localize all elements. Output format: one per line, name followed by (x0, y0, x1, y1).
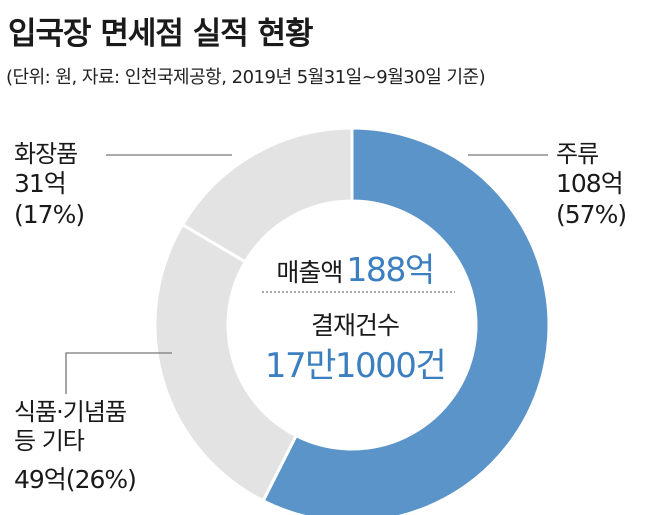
sales-label: 매출액 (276, 258, 343, 287)
slice-food (153, 222, 299, 503)
label-food-name-1: 식품·기념품 (14, 398, 127, 426)
chart-title: 입국장 면세점 실적 현황 (8, 16, 314, 52)
label-food-name-2: 등 기타 (14, 427, 85, 456)
slice-liquor (261, 126, 551, 515)
label-food: 식품·기념품 등 기타 49억(26%) (14, 398, 137, 495)
sales-value: 188억 (346, 250, 435, 289)
label-liquor-pct: (57%) (556, 199, 627, 229)
label-liquor-value: 108억 (556, 169, 624, 199)
label-liquor-name: 주류 (556, 140, 599, 168)
label-food-value: 49억(26%) (14, 464, 137, 494)
label-liquor: 주류 108억 (57%) (556, 140, 627, 230)
transactions-label: 결재건수 (310, 311, 400, 340)
leader-line-food (65, 352, 172, 394)
transactions-value: 17만1000건 (264, 346, 447, 386)
label-cosmetics-value: 31억 (14, 169, 67, 199)
chart-subtitle: (단위: 원, 자료: 인천국제공항, 2019년 5월31일~9월30일 기준… (6, 67, 486, 88)
center-sales: 매출액 188억 (245, 243, 465, 291)
label-cosmetics-name: 화장품 (14, 140, 78, 168)
slice-cosmetics (180, 126, 354, 264)
label-cosmetics-pct: (17%) (14, 199, 85, 229)
label-cosmetics: 화장품 31억 (17%) (14, 140, 85, 230)
